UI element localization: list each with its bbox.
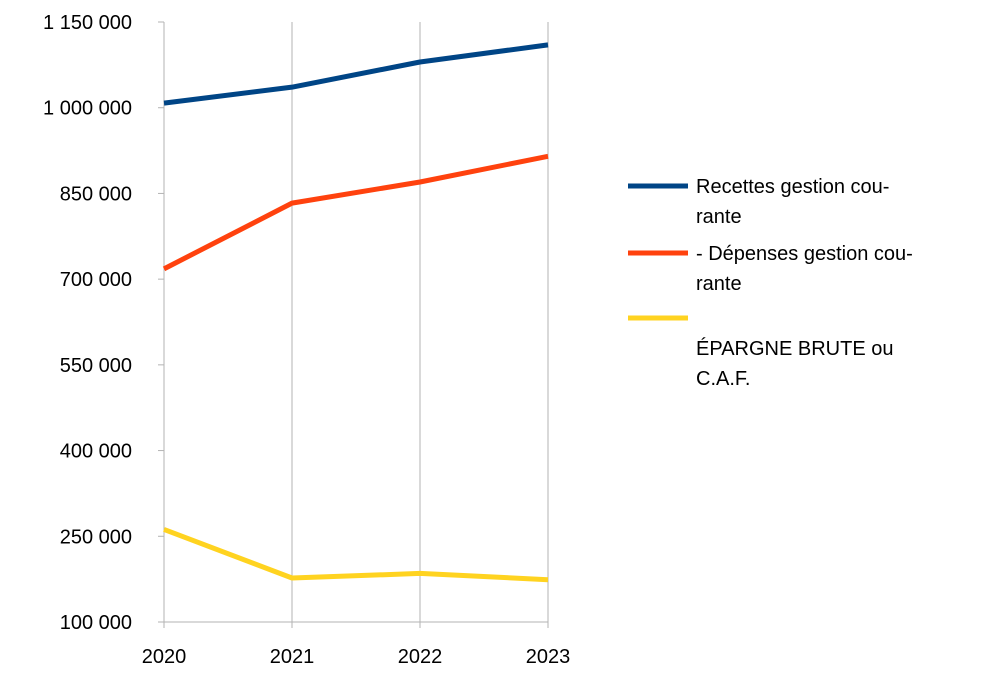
x-tick-label: 2021: [270, 646, 315, 668]
legend-label-2: rante: [696, 273, 742, 295]
y-tick-label: 250 000: [60, 526, 132, 548]
series-line-1: [163, 42, 549, 106]
y-tick-label: 400 000: [60, 441, 132, 463]
x-tick-label: 2022: [398, 646, 443, 668]
axes: [158, 21, 548, 628]
y-tick-label: 100 000: [60, 612, 132, 634]
y-tick-label: 1 150 000: [43, 12, 132, 34]
series-line-2: [162, 153, 549, 272]
legend: Recettes gestion cou-rante - Dépenses ges…: [628, 176, 913, 390]
y-tick-label: 850 000: [60, 183, 132, 205]
legend-label-3: C.A.F.: [696, 368, 750, 390]
y-tick-label: 550 000: [60, 355, 132, 377]
legend-label-3: ÉPARGNE BRUTE ou: [696, 337, 893, 360]
series-line-3: [163, 527, 549, 583]
grid-lines: [291, 22, 549, 628]
x-tick-label: 2020: [142, 646, 187, 668]
legend-label-2: - Dépenses gestion cou-: [696, 243, 913, 265]
x-tick-label: 2023: [526, 646, 571, 668]
series-lines: [162, 42, 549, 583]
tick-labels: 100 000 250 000 400 000 550 000 700 000 850 0…: [43, 12, 570, 668]
legend-label-1: Recettes gestion cou-: [696, 176, 889, 198]
y-tick-label: 1 000 000: [43, 98, 132, 120]
y-tick-label: 700 000: [60, 269, 132, 291]
legend-label-1: rante: [696, 206, 742, 228]
